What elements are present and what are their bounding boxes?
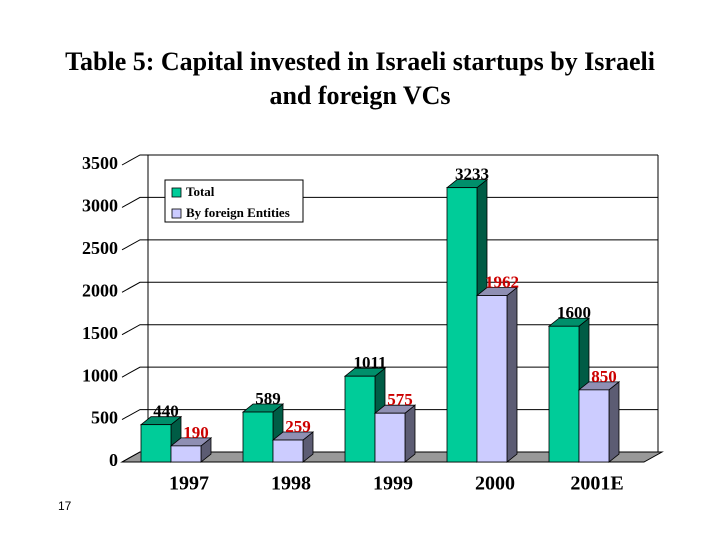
chart-title: Table 5: Capital invested in Israeli sta… xyxy=(65,47,655,110)
legend-swatch xyxy=(171,187,182,198)
bar xyxy=(169,437,213,463)
y-tick-label: 1000 xyxy=(82,365,118,385)
bar-front xyxy=(578,389,610,463)
bar-front xyxy=(548,325,580,463)
y-tick-label: 2000 xyxy=(82,280,118,300)
bar-front xyxy=(344,375,376,463)
value-label: 1011 xyxy=(353,353,386,372)
value-label: 1962 xyxy=(485,272,519,291)
bar-front xyxy=(140,424,172,463)
bar xyxy=(475,286,519,463)
bar-front xyxy=(272,439,304,463)
value-label: 190 xyxy=(183,423,209,442)
x-tick-label: 2001E xyxy=(570,473,623,495)
value-label: 3233 xyxy=(455,165,489,184)
bar xyxy=(271,431,315,463)
grid-line xyxy=(121,239,658,251)
bar-front xyxy=(476,295,508,463)
legend: Total By foreign Entities xyxy=(164,179,304,223)
legend-swatch xyxy=(171,208,182,219)
bar xyxy=(373,404,417,463)
x-tick-label: 1998 xyxy=(271,473,311,495)
bar xyxy=(577,381,621,463)
value-label: 1600 xyxy=(557,303,591,322)
legend-box xyxy=(164,179,304,223)
value-label: 575 xyxy=(387,390,413,409)
bar-front xyxy=(446,187,478,463)
value-label: 850 xyxy=(591,367,617,386)
bar-side xyxy=(506,286,518,463)
y-tick-label: 3000 xyxy=(82,196,118,216)
slide-number: 17 xyxy=(58,499,72,513)
value-label: 589 xyxy=(255,389,281,408)
bar-front xyxy=(374,412,406,463)
y-tick-label: 500 xyxy=(91,408,118,428)
grid-line xyxy=(121,281,658,293)
bar-side xyxy=(608,381,620,463)
legend-label: Total xyxy=(186,184,215,199)
y-tick-label: 3500 xyxy=(82,153,118,173)
bar-front xyxy=(242,411,274,463)
legend-label: By foreign Entities xyxy=(186,205,290,220)
value-label: 259 xyxy=(285,417,311,436)
bar xyxy=(139,415,183,463)
x-tick-label: 1997 xyxy=(169,473,209,495)
bar-front xyxy=(170,445,202,463)
grid-line xyxy=(121,154,658,166)
bar-side xyxy=(404,404,416,463)
y-tick-label: 0 xyxy=(109,450,118,470)
y-tick-label: 1500 xyxy=(82,323,118,343)
bar xyxy=(547,317,591,463)
x-tick-label: 1999 xyxy=(373,473,413,495)
x-tick-label: 2000 xyxy=(475,473,515,495)
value-label: 440 xyxy=(153,402,179,421)
y-tick-label: 2500 xyxy=(82,238,118,258)
